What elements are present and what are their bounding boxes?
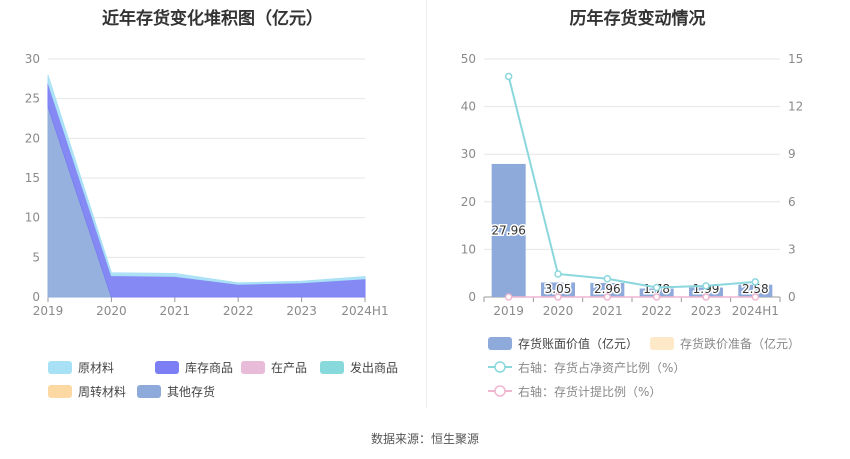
y-tick-label: 20	[461, 195, 476, 209]
legend-marker-ratio	[494, 361, 506, 373]
line-point-ratio	[702, 282, 710, 290]
y-tick-label: 50	[461, 52, 476, 66]
bar-value-label: 3.05	[545, 282, 572, 296]
line-point-provision	[504, 293, 513, 301]
legend-label: 周转材料	[78, 384, 126, 399]
bar	[541, 282, 575, 297]
legend-label: 存货跌价准备（亿元）	[680, 336, 800, 351]
inventory-bar-line-chart: 0 10 20 30 40 50 0 3 6 9 12 15 2019 2020 2021 2022 2023 2…	[461, 52, 804, 399]
y-tick-label: 10	[461, 242, 476, 256]
legend-label: 原材料	[78, 361, 114, 375]
legend-swatch-finished	[155, 361, 179, 374]
y-tick-label: 30	[25, 52, 40, 66]
legend-swatch-wip	[241, 361, 265, 374]
bar	[738, 284, 773, 297]
y-tick-label: 25	[25, 92, 40, 106]
y-tick-label: 5	[32, 250, 40, 264]
line-point-provision	[652, 293, 661, 301]
y2-tick-label: 12	[788, 100, 803, 114]
legend-label: 存货账面价值（亿元）	[518, 336, 638, 351]
y-tick-label: 20	[25, 131, 40, 145]
data-source-note: 数据来源：恒生聚源	[370, 432, 479, 446]
stacked-area-chart: 0 5 10 15 20 25 30 2019 2020 2021 2022 2023 2024H1 原材…	[25, 52, 398, 399]
legend-marker-provision	[494, 385, 506, 397]
y2-tick-label: 3	[788, 242, 796, 256]
y-tick-label: 40	[461, 100, 476, 114]
legend-swatch-bar	[488, 337, 512, 350]
legend-swatch-raw	[48, 361, 72, 374]
bar-value-label: 27.96	[491, 223, 525, 237]
line-point-ratio	[554, 270, 562, 278]
legend-swatch-shipped	[320, 361, 344, 374]
y-tick-label: 0	[468, 290, 476, 304]
legend-label: 其他存货	[167, 384, 215, 399]
legend-swatch-turnover	[48, 385, 72, 398]
x-tick-label: 2022	[223, 304, 254, 318]
y-tick-label: 15	[25, 171, 40, 185]
line-point-ratio	[652, 283, 661, 292]
legend-label: 在产品	[271, 361, 307, 375]
x-tick-label: 2023	[286, 304, 317, 318]
right-chart-title: 历年存货变动情况	[569, 9, 706, 29]
line-point-provision	[702, 293, 710, 301]
line-series-ratio	[507, 76, 756, 289]
legend-label: 发出商品	[350, 360, 398, 375]
bar	[590, 282, 625, 297]
bar-value-label: 2.96	[594, 282, 621, 296]
x-tick-label: 2019	[33, 304, 64, 318]
legend-label: 库存商品	[185, 360, 233, 375]
y-tick-label: 30	[461, 147, 476, 161]
bar	[491, 163, 526, 297]
y2-tick-label: 6	[788, 195, 796, 209]
line-point-ratio	[504, 72, 513, 81]
x-tick-label: 2021	[592, 304, 623, 318]
line-point-provision	[603, 293, 612, 301]
legend-label: 右轴：存货占净资产比例（%）	[518, 360, 685, 375]
y-tick-label: 0	[32, 290, 40, 304]
left-chart-title: 近年存货变化堆积图（亿元）	[102, 9, 323, 29]
y-tick-label: 10	[25, 211, 40, 225]
x-tick-label: 2020	[543, 304, 574, 318]
y2-tick-label: 9	[788, 147, 796, 161]
line-point-provision	[554, 293, 562, 301]
line-point-provision	[751, 293, 760, 301]
y2-tick-label: 15	[788, 52, 803, 66]
x-tick-label: 2019	[493, 304, 524, 318]
bar-value-label: 2.58	[742, 282, 769, 296]
bar	[689, 287, 723, 297]
x-tick-label: 2021	[160, 304, 191, 318]
y2-tick-label: 0	[788, 290, 796, 304]
x-tick-label: 2024H1	[341, 304, 388, 318]
bar	[639, 288, 674, 297]
line-point-ratio	[603, 275, 612, 283]
x-tick-label: 2022	[641, 304, 672, 318]
area-series-raw	[47, 75, 366, 285]
chart-divider	[426, 0, 427, 408]
legend-label: 右轴：存货计提比例（%）	[518, 384, 661, 399]
x-tick-label: 2024H1	[732, 304, 779, 318]
legend-swatch-other	[137, 385, 161, 398]
x-tick-label: 2023	[691, 304, 722, 318]
line-point-ratio	[751, 278, 760, 286]
x-tick-label: 2020	[96, 304, 127, 318]
legend-swatch-impair	[650, 337, 674, 350]
